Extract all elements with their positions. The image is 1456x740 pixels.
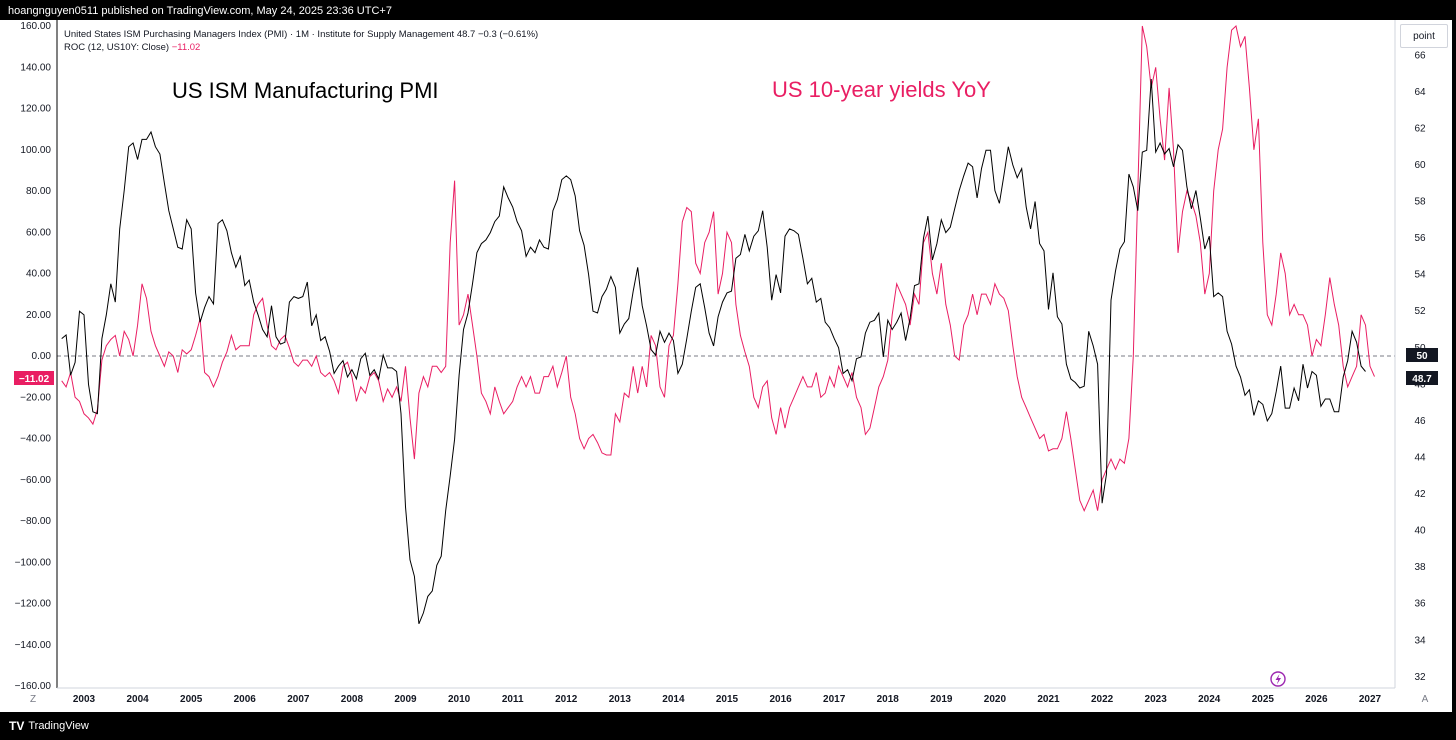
x-tick-label: 2017 [823,694,846,705]
chart-pane[interactable]: 160.00 140.00 120.00 100.00 80.00 60.00 40.00 2… [0,20,1452,712]
x-tick-label: 2018 [877,694,900,705]
published-text: hoangnguyen0511 published on TradingView… [8,5,392,17]
x-tick-label: 2009 [394,694,417,705]
pmi-annotation: US ISM Manufacturing PMI [172,78,439,103]
x-tick-label: 2027 [1359,694,1382,705]
x-tick-label: 2015 [716,694,739,705]
series-pmi-line [61,78,1366,624]
left-tick-label: −140.00 [15,640,52,651]
x-tick-label: 2010 [448,694,471,705]
right-tick-label: 34 [1414,635,1426,646]
x-tick-label: 2014 [662,694,685,705]
right-tick-label: 36 [1414,599,1426,610]
left-tick-label: 0.00 [32,351,52,362]
right-tick-label: 32 [1414,672,1426,683]
pmi-price-tag-label: 48.7 [1412,374,1432,385]
right-tick-label: 52 [1414,306,1426,317]
legend-roc-label: ROC (12, US10Y: Close) [64,42,170,53]
x-tick-label: 2003 [73,694,96,705]
time-axis: 2003 2004 2005 2006 2007 2008 2009 2010 2011 2012… [73,694,1382,705]
x-tick-label: 2007 [287,694,310,705]
left-tick-label: −80.00 [20,516,51,527]
left-tick-label: 40.00 [26,269,51,280]
left-tick-label: 100.00 [20,145,51,156]
x-tick-label: 2005 [180,694,203,705]
right-tick-label: 60 [1414,160,1426,171]
right-tick-label: 38 [1414,562,1426,573]
right-axis: 666462605856545250484644424038363432 [1414,50,1426,683]
x-tick-label: 2016 [769,694,792,705]
right-tick-label: 46 [1414,416,1426,427]
right-tick-label: 66 [1414,50,1426,61]
pmi-price-tag: 48.7 [1406,371,1438,385]
left-tick-label: 80.00 [26,186,51,197]
x-tick-label: 2011 [502,694,524,705]
left-tick-label: −60.00 [20,475,51,486]
right-tick-label: 42 [1414,489,1426,500]
roc-price-tag: −11.02 [14,371,54,385]
level-price-tag: 50 [1406,348,1438,362]
right-tick-label: 62 [1414,123,1426,134]
series-roc-line [61,25,1375,512]
left-tick-label: 20.00 [26,310,51,321]
legend-pmi-row: United States ISM Purchasing Managers In… [64,29,539,40]
roc-price-tag-label: −11.02 [19,374,50,385]
unit-label[interactable]: point [1400,24,1448,48]
right-tick-label: 44 [1414,452,1426,463]
x-tick-label: 2020 [984,694,1007,705]
x-tick-label: 2019 [930,694,953,705]
footer-brand: TradingView [28,720,89,732]
x-tick-label: 2008 [341,694,364,705]
left-tick-label: −160.00 [15,681,52,692]
left-tick-label: −40.00 [20,434,51,445]
yield-annotation: US 10-year yields YoY [772,77,991,102]
x-tick-label: 2006 [234,694,257,705]
x-tick-label: 2021 [1037,694,1060,705]
chart-svg[interactable]: 160.00 140.00 120.00 100.00 80.00 60.00 40.00 2… [0,20,1452,712]
left-tick-label: 160.00 [20,21,51,32]
tradingview-logo-icon: TV [9,719,25,733]
left-tick-label: 60.00 [26,227,51,238]
left-tick-label: −20.00 [20,392,51,403]
published-header: hoangnguyen0511 published on TradingView… [0,0,1456,20]
right-tick-label: 64 [1414,87,1426,98]
chart-legend: United States ISM Purchasing Managers In… [64,28,538,54]
x-tick-label: 2013 [609,694,632,705]
lightning-icon[interactable] [1270,671,1286,687]
left-tick-label: 120.00 [20,104,51,115]
left-tick-label: −120.00 [15,599,52,610]
left-tick-label: −100.00 [15,557,52,568]
left-tick-label: 140.00 [20,62,51,73]
auto-scale-button[interactable]: A [1422,694,1429,705]
left-axis: 160.00 140.00 120.00 100.00 80.00 60.00 40.00 2… [15,21,52,692]
x-tick-label: 2025 [1252,694,1275,705]
x-tick-label: 2004 [126,694,149,705]
right-tick-label: 56 [1414,233,1426,244]
right-tick-label: 54 [1414,270,1426,281]
x-tick-label: 2022 [1091,694,1114,705]
footer-bar: TV TradingView [0,712,1456,740]
legend-roc-row: ROC (12, US10Y: Close) −11.02 [64,41,538,54]
x-tick-label: 2012 [555,694,578,705]
right-tick-label: 58 [1414,197,1426,208]
scale-left-button[interactable]: Z [30,694,36,705]
right-tick-label: 40 [1414,526,1426,537]
x-tick-label: 2026 [1305,694,1328,705]
legend-roc-value: −11.02 [171,42,201,53]
level-price-tag-label: 50 [1416,351,1428,362]
x-tick-label: 2023 [1145,694,1168,705]
x-tick-label: 2024 [1198,694,1221,705]
